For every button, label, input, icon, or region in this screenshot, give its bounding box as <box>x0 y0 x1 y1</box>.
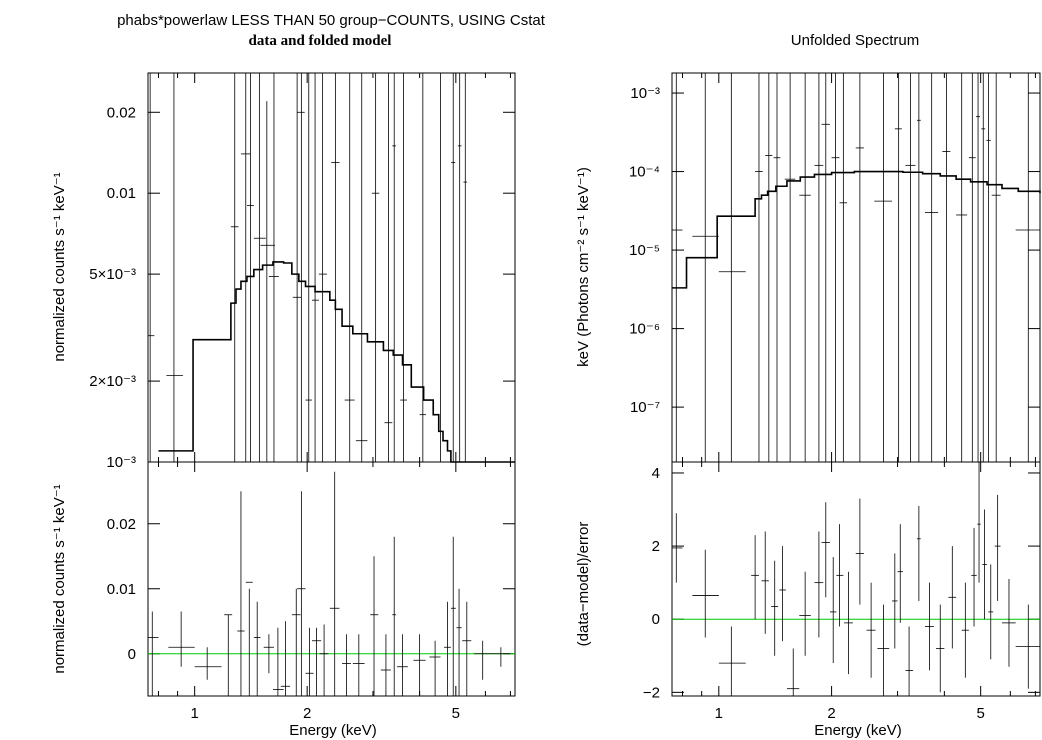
left_bottom-xtick-label-2: 5 <box>452 705 460 722</box>
left-top-ylabel: normalized counts s⁻¹ keV⁻¹ <box>51 172 68 361</box>
left-bottom-ylabel: normalized counts s⁻¹ keV⁻¹ <box>51 484 68 673</box>
left_bottom-xtick-label-0: 1 <box>191 705 199 722</box>
right_top-ytick-label-2: 10⁻⁵ <box>629 242 660 259</box>
right_bottom-ytick-label-0: 4 <box>652 465 660 482</box>
right_bottom-ytick-label-1: 2 <box>652 538 660 555</box>
right_top-ytick-label-4: 10⁻⁷ <box>630 399 660 416</box>
right-top-ylabel: keV (Photons cm⁻² s⁻¹ keV⁻¹) <box>575 167 592 367</box>
left_top-ytick-label-4: 10⁻³ <box>106 454 136 471</box>
right_top-ytick-label-3: 10⁻⁶ <box>629 321 660 338</box>
left-bottom-frame <box>147 461 516 697</box>
right_bottom-ytick-label-2: 0 <box>652 611 660 628</box>
left_top-ytick-label-3: 2×10⁻³ <box>89 373 136 390</box>
chart-marks: 0.02 0.01 5×10⁻³ 2×10⁻³ 10⁻³ 0.02 0.01 0 1 2 5 10⁻³… <box>89 73 1041 722</box>
right_bottom-xtick-label-1: 2 <box>827 705 835 722</box>
right_bottom-xtick-label-2: 5 <box>976 705 984 722</box>
left_bottom-ytick-label-1: 0.01 <box>107 581 136 598</box>
right_top-ytick-label-0: 10⁻³ <box>630 85 660 102</box>
right-xlabel: Energy (keV) <box>814 722 902 739</box>
right_bottom-ytick-label-3: −2 <box>643 684 660 701</box>
left_bottom-ytick-label-0: 0.02 <box>107 516 136 533</box>
right-bottom-frame <box>671 461 1041 697</box>
left_top-ytick-label-1: 0.01 <box>107 185 136 202</box>
left_top-ytick-label-2: 5×10⁻³ <box>89 266 136 283</box>
left_bottom-xtick-label-1: 2 <box>303 705 311 722</box>
right_bottom-xtick-label-0: 1 <box>715 705 723 722</box>
right-top-frame <box>671 72 1041 463</box>
right-title: Unfolded Spectrum <box>791 32 919 49</box>
right-bottom-ylabel: (data−model)/error <box>575 522 592 647</box>
right_top-ytick-label-1: 10⁻⁴ <box>629 164 660 181</box>
left-title: phabs*powerlaw LESS THAN 50 group−COUNTS… <box>117 12 546 29</box>
right_top-model-line <box>672 170 1041 289</box>
left_bottom-ytick-label-2: 0 <box>128 646 136 663</box>
left_top-model-line <box>158 261 515 463</box>
left_top-ytick-label-0: 0.02 <box>107 104 136 121</box>
left-subtitle: data and folded model <box>249 33 392 49</box>
left-xlabel: Energy (keV) <box>289 722 377 739</box>
